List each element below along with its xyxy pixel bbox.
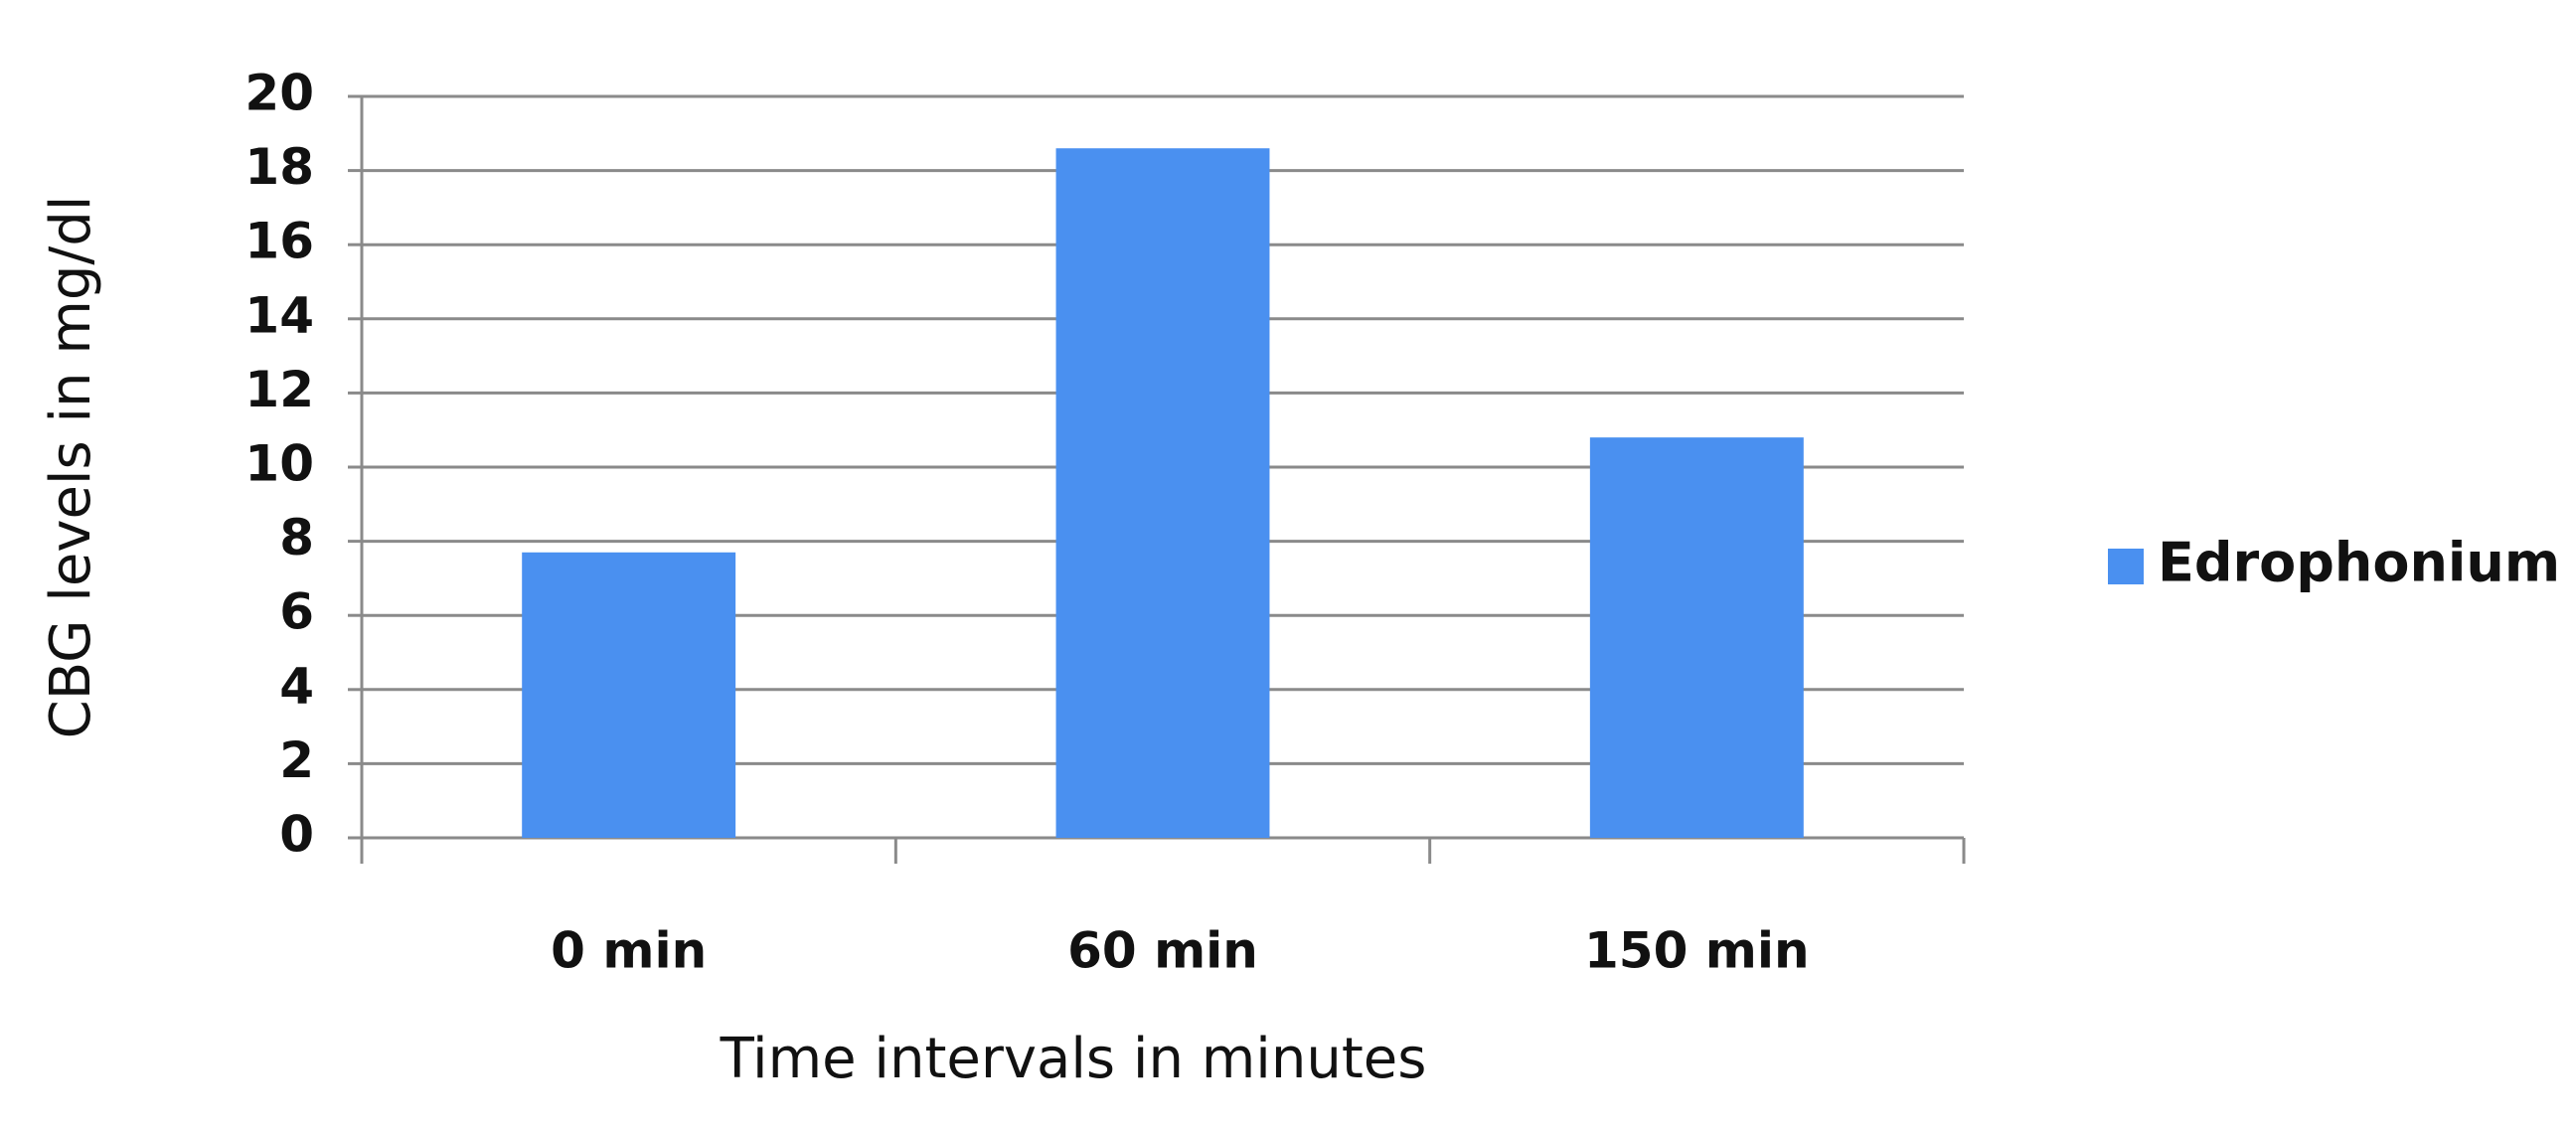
legend-swatch <box>2108 549 2144 584</box>
bar <box>1589 437 1804 838</box>
y-tick-label: 10 <box>244 435 314 493</box>
x-axis-title: Time intervals in minutes <box>720 1027 1427 1091</box>
y-tick-label: 18 <box>244 138 314 196</box>
bar <box>522 552 736 838</box>
x-tick-label: 60 min <box>1067 922 1258 980</box>
y-tick-label: 8 <box>279 509 314 566</box>
y-tick-label: 16 <box>244 213 314 270</box>
x-tick-label: 0 min <box>551 922 707 980</box>
y-tick-label: 4 <box>279 657 314 715</box>
y-axis-title: CBG levels in mg/dl <box>39 196 103 739</box>
y-tick-label: 14 <box>244 286 314 344</box>
legend-label: Edrophonium <box>2158 532 2560 594</box>
x-tick-label: 150 min <box>1584 922 1810 980</box>
y-tick-label: 0 <box>279 806 314 864</box>
y-tick-label: 12 <box>244 361 314 418</box>
y-tick-label: 20 <box>244 65 314 122</box>
y-tick-label: 2 <box>279 731 314 789</box>
y-tick-label: 6 <box>279 583 314 641</box>
bar <box>1055 148 1270 839</box>
